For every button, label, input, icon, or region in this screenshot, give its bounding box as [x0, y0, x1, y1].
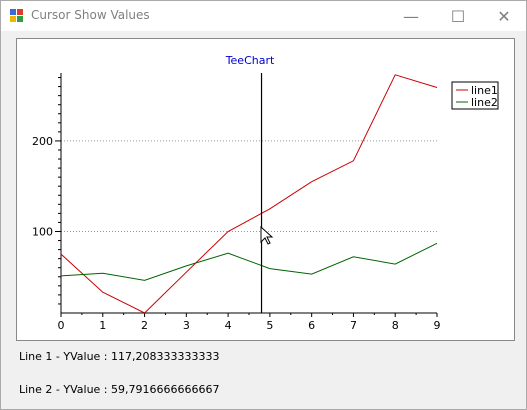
minimize-button[interactable]: —: [388, 1, 434, 31]
x-tick-label: 2: [141, 319, 148, 332]
minimize-icon: —: [403, 6, 419, 26]
close-icon: ✕: [497, 6, 511, 26]
series-line1: [60, 74, 438, 314]
x-tick-label: 8: [392, 319, 399, 332]
legend-label-line1: line1: [471, 84, 498, 97]
x-tick-label: 0: [58, 319, 65, 332]
legend-label-line2: line2: [471, 96, 498, 109]
maximize-icon: ☐: [450, 6, 466, 26]
x-tick-label: 6: [308, 319, 315, 332]
series-line2: [60, 242, 438, 281]
y-tick-label: 100: [32, 225, 53, 238]
x-tick-label: 9: [434, 319, 441, 332]
mouse-pointer-icon: [260, 226, 274, 245]
maximize-button[interactable]: ☐: [435, 1, 481, 31]
y-tick-label: 200: [32, 135, 53, 148]
legend-box: [451, 81, 499, 110]
x-tick-label: 7: [350, 319, 357, 332]
x-tick-label: 4: [225, 319, 232, 332]
line1-value-label: Line 1 - YValue : 117,208333333333: [19, 350, 220, 363]
x-tick-label: 5: [266, 319, 273, 332]
chart-panel[interactable]: TeeChart 100 200 0 1 2 3 4 5 6 7 8 9 line1 line2: [16, 38, 515, 341]
title-bar[interactable]: Cursor Show Values — ☐ ✕: [1, 1, 526, 31]
app-icon: [10, 9, 23, 22]
window-title: Cursor Show Values: [31, 8, 150, 22]
x-tick-label: 3: [183, 319, 190, 332]
x-tick-label: 1: [99, 319, 106, 332]
close-button[interactable]: ✕: [481, 1, 527, 31]
chart-title: TeeChart: [225, 54, 275, 67]
line2-value-label: Line 2 - YValue : 59,7916666666667: [19, 383, 220, 396]
